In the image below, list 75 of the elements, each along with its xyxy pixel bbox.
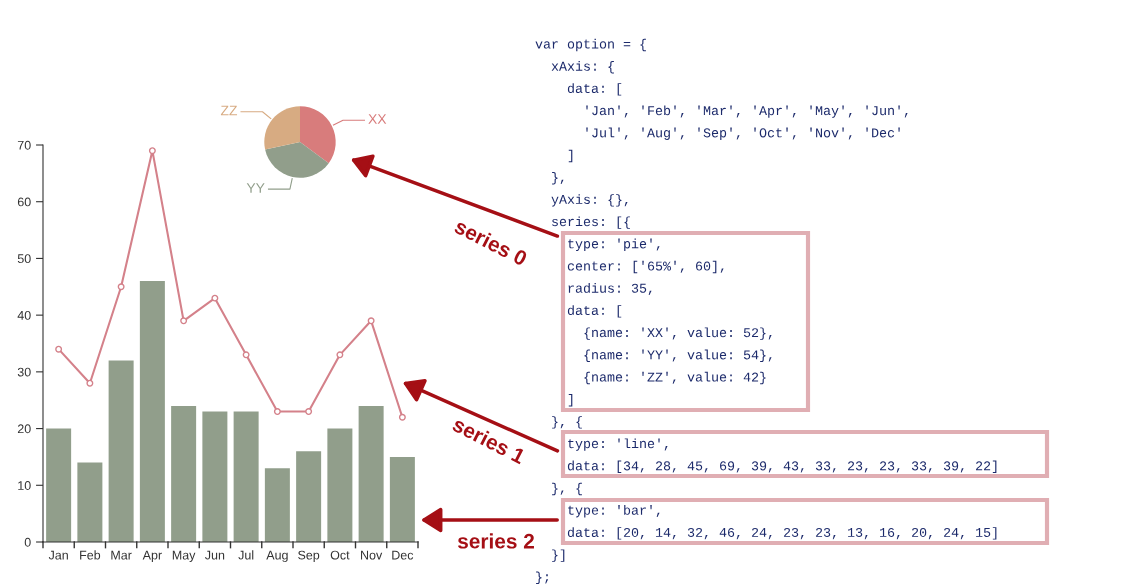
point [305,408,313,416]
text: yAxis: {}, [551,194,628,207]
bar [358,405,384,542]
x-tick-label: Jul [238,550,254,560]
y-tick-label: 30 [17,367,31,377]
text: {name: 'YY', value: 54}, [584,349,772,363]
y-tick-label: 0 [24,537,31,547]
bar [327,428,353,542]
point [148,147,156,155]
text: }, { [552,482,582,496]
text: ] [568,149,573,163]
text: radius: 35, [568,282,652,296]
bar [264,468,290,542]
text: type: 'pie', [568,238,660,252]
bar [46,428,72,542]
text: }; [536,571,549,585]
point [86,379,94,387]
point [273,408,281,416]
x-tick-label: Feb [80,550,101,560]
x-tick-label: Oct [330,550,350,560]
y-tick-label: 40 [17,310,31,320]
text: {name: 'ZZ', value: 42} [584,371,766,385]
y-tick-label: 20 [17,424,31,434]
text: center: ['65%', 60], [567,260,724,274]
point [398,413,406,421]
bar [108,360,134,542]
x-tick-label: Mar [111,550,132,560]
point [117,283,125,291]
text: data: [34, 28, 45, 69, 39, 43, 33, 23, 23, 33, 39, 22] [567,460,997,474]
text: series 2 [457,533,534,549]
x-tick-label: Sep [298,550,320,562]
text: 'Jul', 'Aug', 'Sep', 'Oct', 'Nov', 'Dec' [586,127,900,141]
text: type: 'line', [568,438,668,451]
x-tick-label: Aug [266,550,288,562]
text: ] [568,393,573,407]
x-tick-label: May [172,550,196,562]
text: xAxis: { [551,60,614,74]
text: type: 'bar', [568,504,660,518]
bar [389,456,415,542]
y-tick-label: 60 [17,197,31,207]
point [180,317,188,325]
bar [233,411,259,542]
bar [202,411,228,542]
point [367,317,375,325]
text: data: [20, 14, 32, 46, 24, 23, 23, 13, 16, 20, 24, 15] [567,527,997,540]
text: }] [552,549,565,562]
x-tick-label: Apr [142,550,162,562]
point [55,345,63,353]
y-tick-label: 70 [17,140,31,150]
x-tick-label: Jun [204,550,225,560]
text: }, { [552,416,582,429]
text: data: [ [567,83,622,96]
text: var option = { [535,38,646,52]
y-tick-label: 50 [17,254,31,264]
text: {name: 'XX', value: 52}, [584,327,772,340]
text: series 1 [451,416,527,465]
slice-label: ZZ [220,105,238,116]
bar [296,451,322,542]
text: series: [{ [552,216,630,229]
bar [77,462,103,542]
x-tick-label: Jan [48,550,68,560]
x-tick-label: Nov [361,550,383,560]
point [242,351,250,359]
point [336,351,344,359]
point [211,294,219,302]
slice-label: YY [246,183,265,193]
x-tick-label: Dec [392,550,414,560]
text: data: [ [567,305,622,318]
text: }, [552,171,564,185]
text: 'Jan', 'Feb', 'Mar', 'Apr', 'May', 'Jun', [586,105,908,118]
bar [171,405,197,542]
y-tick-label: 10 [18,481,31,490]
text: series 0 [453,218,529,267]
bar [139,281,165,542]
slice-label: XX [368,114,387,124]
